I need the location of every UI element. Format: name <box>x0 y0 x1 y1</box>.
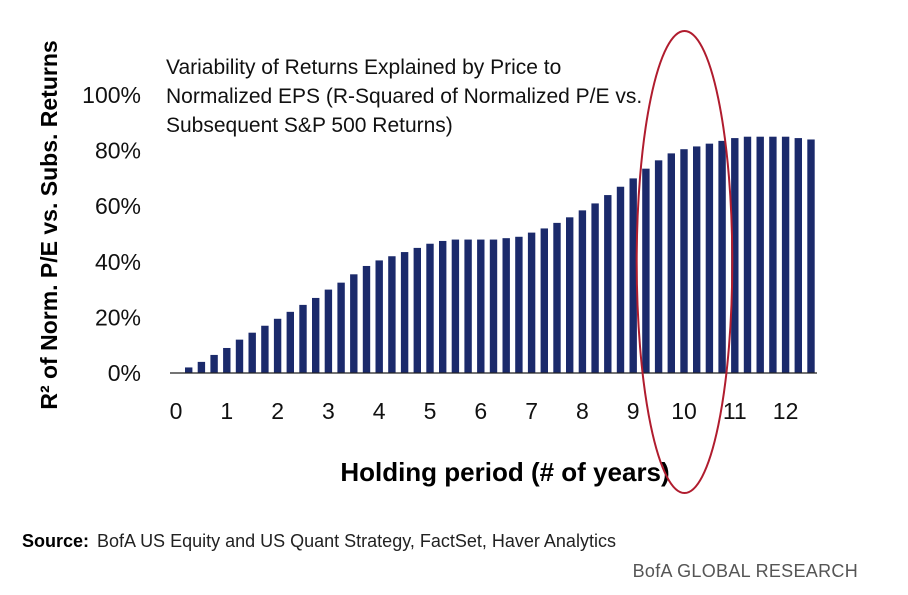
y-tick-label: 60% <box>95 193 141 219</box>
bar <box>426 243 434 373</box>
y-tick-label: 20% <box>95 304 141 330</box>
bar <box>261 325 269 373</box>
x-tick-label: 8 <box>576 398 589 424</box>
bar <box>273 318 282 373</box>
bar <box>223 347 231 373</box>
bar <box>693 146 701 373</box>
bar <box>743 136 752 373</box>
bar <box>667 153 675 373</box>
chart: 0%20%40%60%80%100% 0 1 2 3 4 5 6 7 8 9 10 11 12 Vari… <box>36 30 817 494</box>
x-axis-ticks: 0 1 2 3 4 5 6 7 8 9 10 11 12 <box>170 398 799 424</box>
highlight-ellipse <box>635 30 734 494</box>
x-tick-label: 0 <box>170 398 183 424</box>
y-tick-label: 80% <box>95 138 141 164</box>
bar <box>781 136 790 373</box>
bar <box>185 367 193 373</box>
bar <box>718 140 726 373</box>
chart-title-line: Subsequent S&P 500 Returns) <box>166 114 453 137</box>
bar <box>629 178 637 373</box>
bar <box>553 222 561 373</box>
bar <box>400 252 409 373</box>
bars-group <box>185 136 815 373</box>
y-tick-label: 40% <box>95 249 141 275</box>
bar <box>756 136 764 373</box>
bar <box>375 260 383 373</box>
bar <box>794 138 802 373</box>
bar <box>324 289 333 373</box>
bar <box>477 239 485 373</box>
chart-title-line: Normalized EPS (R-Squared of Normalized … <box>166 85 642 108</box>
x-tick-label: 1 <box>220 398 233 424</box>
bar <box>197 361 206 373</box>
bar <box>769 136 777 373</box>
bar <box>350 274 358 373</box>
brand-footer: BofA GLOBAL RESEARCH <box>632 561 858 581</box>
bar <box>654 160 663 373</box>
x-axis-label: Holding period (# of years) <box>340 457 669 487</box>
bar <box>502 238 510 373</box>
source-note: Source: BofA US Equity and US Quant Strat… <box>22 531 616 552</box>
bar <box>807 139 815 373</box>
bar <box>680 149 688 373</box>
bar <box>578 210 587 373</box>
y-tick-label: 100% <box>82 82 141 108</box>
x-tick-label: 2 <box>271 398 284 424</box>
bar <box>515 236 523 373</box>
x-tick-label: 4 <box>373 398 386 424</box>
x-tick-label: 5 <box>424 398 437 424</box>
bar <box>642 168 650 373</box>
chart-title: Variability of Returns Explained by Pric… <box>166 56 642 137</box>
bar <box>540 228 548 373</box>
source-label: Source: <box>22 531 90 551</box>
bar <box>413 247 421 373</box>
source-text: BofA US Equity and US Quant Strategy, Fa… <box>97 531 616 551</box>
bar <box>489 239 498 373</box>
x-tick-label: 11 <box>723 398 747 424</box>
y-axis-ticks: 0% 20% 40% 60% 80% 100% <box>82 82 141 386</box>
bar <box>337 282 345 373</box>
x-tick-label: 6 <box>474 398 487 424</box>
x-tick-label: 3 <box>322 398 335 424</box>
y-tick-label: 0% <box>108 360 141 386</box>
bar <box>527 232 536 373</box>
bar <box>362 265 371 373</box>
bar <box>566 217 574 373</box>
bar <box>312 297 320 373</box>
bar <box>439 240 447 373</box>
bar <box>248 332 256 373</box>
x-tick-label: 12 <box>773 398 799 424</box>
chart-title-line: Variability of Returns Explained by Pric… <box>166 56 561 79</box>
bar <box>591 203 599 373</box>
bar <box>388 256 396 373</box>
x-tick-label: 9 <box>627 398 640 424</box>
y-axis-label: R² of Norm. P/E vs. Subs. Returns <box>36 40 62 409</box>
bar <box>705 143 714 373</box>
bar <box>464 239 472 373</box>
bar <box>286 311 294 373</box>
bar <box>299 304 307 373</box>
bar <box>616 186 625 373</box>
bar <box>731 138 739 373</box>
bar <box>451 239 460 373</box>
x-tick-label: 7 <box>525 398 538 424</box>
x-tick-label: 10 <box>671 398 697 424</box>
bar <box>210 354 218 373</box>
bar <box>604 195 612 373</box>
bar <box>235 339 244 373</box>
